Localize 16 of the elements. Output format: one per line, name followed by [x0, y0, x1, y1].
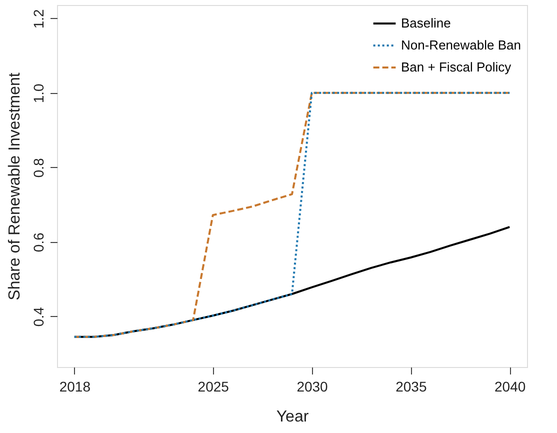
y-tick-label: 0.8	[30, 158, 46, 178]
x-tick-label: 2035	[396, 378, 427, 394]
legend-label: Non-Renewable Ban	[401, 38, 521, 52]
x-axis-title: Year	[276, 408, 310, 426]
legend-label: Baseline	[401, 16, 451, 30]
y-tick-label: 0.6	[30, 232, 46, 252]
line-series	[73, 92, 511, 338]
y-tick-label: 1.0	[30, 83, 46, 104]
x-tick-label: 2018	[59, 378, 91, 394]
y-axis-title: Share of Renewable Investment	[6, 72, 24, 300]
y-tick-label: 0.4	[30, 306, 46, 327]
x-tick-label: 2025	[198, 378, 230, 394]
y-tick-label: 1.2	[30, 8, 46, 29]
x-tick-label: 2030	[296, 378, 328, 394]
x-tick-label: 2040	[494, 378, 526, 394]
legend-label: Ban + Fiscal Policy	[401, 60, 512, 74]
